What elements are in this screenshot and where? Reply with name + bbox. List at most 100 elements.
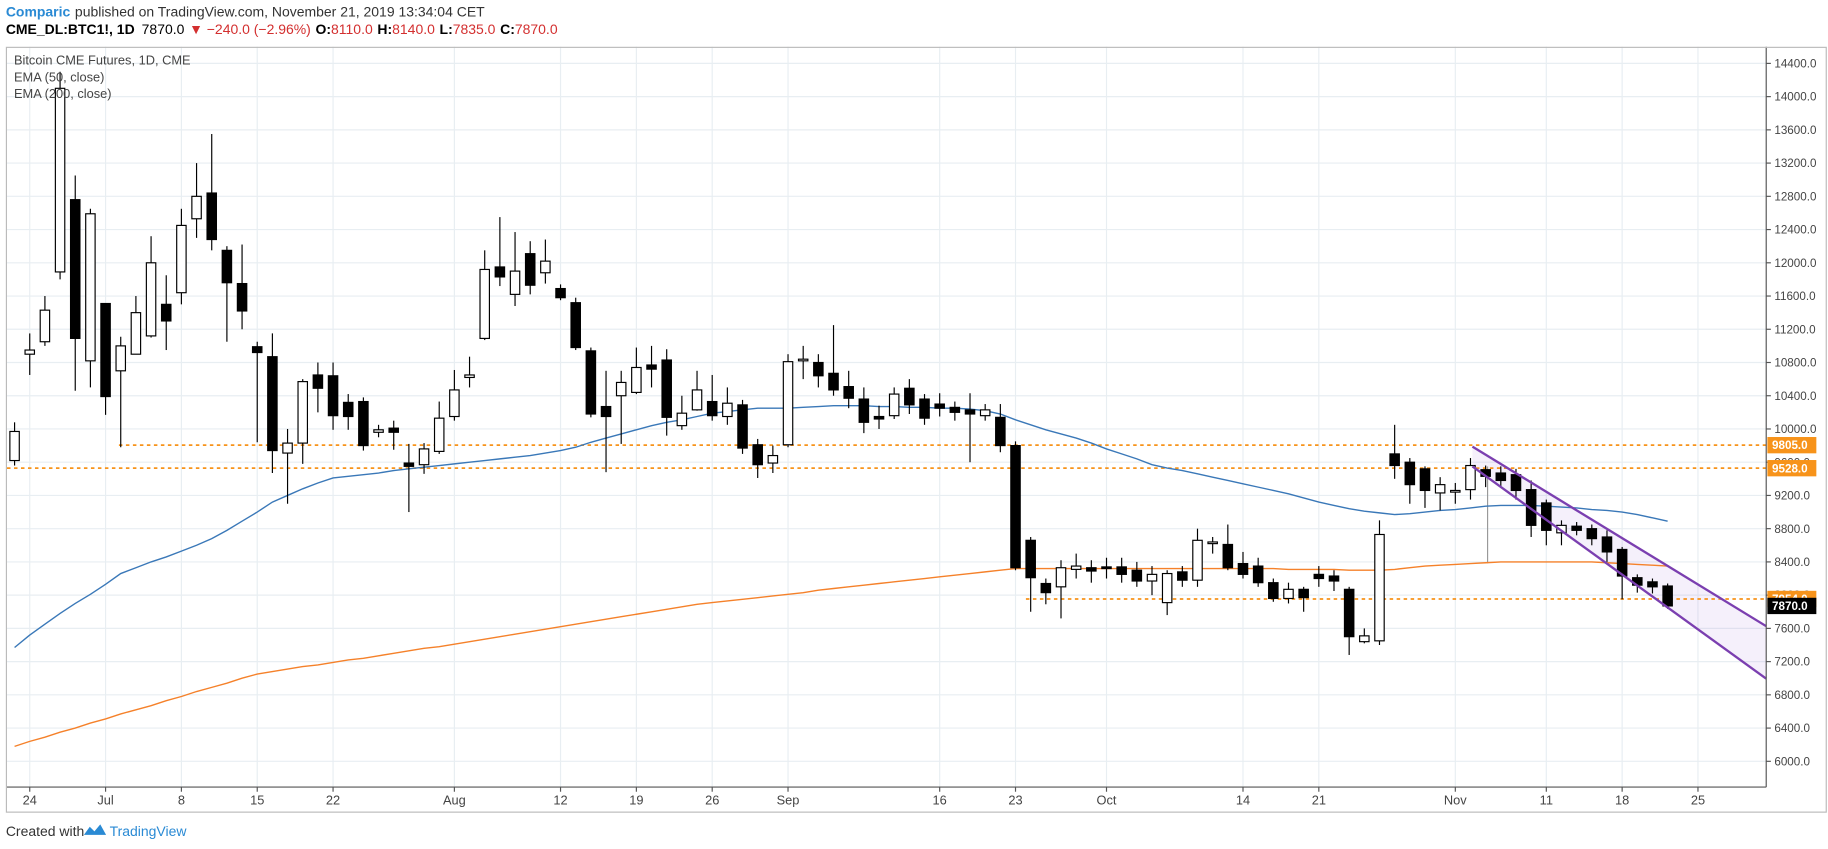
candle-body — [797, 358, 809, 362]
last-price-label: 7870.0 — [1772, 600, 1808, 613]
y-tick-label: 13600.0 — [1774, 124, 1817, 137]
y-tick-label: 12800.0 — [1774, 190, 1817, 203]
candle-body — [737, 404, 748, 449]
candle-body — [752, 444, 763, 466]
y-tick-label: 11200.0 — [1774, 323, 1816, 336]
level-badge — [1767, 437, 1817, 454]
ohlc-value: 7870.0 — [515, 21, 558, 37]
candle-body — [964, 409, 976, 415]
x-tick-label: Aug — [443, 793, 466, 808]
x-tick-label: 18 — [1615, 793, 1629, 808]
candle-body — [1025, 539, 1036, 579]
candle-body — [676, 412, 688, 427]
candle-body — [1207, 541, 1218, 545]
candle-body — [1070, 565, 1082, 570]
candle-body — [995, 416, 1006, 447]
candle-body — [449, 389, 460, 418]
x-tick-label: Nov — [1444, 793, 1467, 808]
candle-body — [54, 87, 66, 273]
ohlc-value: 8110.0 — [331, 21, 373, 37]
ema-line — [14, 405, 1668, 649]
x-tick-label: 19 — [629, 793, 643, 808]
candle-body — [600, 405, 612, 418]
y-tick-label: 12400.0 — [1774, 224, 1817, 237]
candle-body — [949, 406, 961, 413]
x-tick-label: 23 — [1008, 793, 1022, 808]
candle-body — [524, 253, 536, 286]
candle-body — [1404, 461, 1416, 486]
candle-body — [1237, 562, 1249, 575]
candle-body — [115, 345, 127, 372]
footer-brand[interactable]: TradingView — [110, 823, 188, 839]
candle-body — [1313, 573, 1325, 580]
change: ▼ −240.0 (−2.96%) — [189, 21, 311, 37]
brand-logo — [83, 824, 107, 835]
candle-body — [722, 402, 733, 418]
candles — [9, 71, 1673, 655]
candle-body — [236, 282, 248, 312]
candle-body — [1343, 588, 1355, 638]
x-tick-label: 24 — [23, 793, 37, 808]
candle-body — [100, 302, 111, 398]
candle-body — [388, 427, 400, 433]
candle-body — [888, 393, 900, 417]
candle-body — [555, 287, 566, 299]
ohlc-value: 8140.0 — [392, 21, 435, 37]
candle-body — [767, 454, 779, 464]
x-tick-label: 8 — [178, 793, 185, 808]
candle-body — [267, 356, 278, 452]
axes — [5, 46, 1827, 813]
candle-body — [858, 398, 870, 423]
candle-body — [919, 398, 930, 419]
x-tick-label: 22 — [326, 793, 340, 808]
ohlc-label: H: — [377, 21, 392, 37]
candle-body — [1328, 575, 1340, 582]
candle-body — [85, 213, 96, 362]
candle-body — [1571, 525, 1582, 531]
candle-body — [934, 403, 945, 409]
candle-body — [282, 442, 293, 454]
candle-body — [24, 349, 36, 355]
ohlc-value: 7835.0 — [453, 21, 496, 37]
x-tick-label: 12 — [553, 793, 567, 808]
legend-entry: EMA (50, close) — [14, 70, 104, 85]
candle-body — [904, 387, 915, 406]
y-tick-label: 7200.0 — [1774, 656, 1810, 669]
candle-body — [1192, 539, 1203, 581]
candle-body — [1647, 581, 1658, 588]
y-tick-label: 7600.0 — [1774, 622, 1810, 635]
y-tick-label: 12000.0 — [1774, 257, 1817, 270]
candle-body — [1601, 536, 1613, 553]
candle-body — [706, 400, 718, 417]
ohlc-label: O: — [316, 21, 332, 37]
published: published on TradingView.com, November 2… — [75, 3, 485, 19]
candle-body — [843, 386, 854, 399]
candle-body — [1586, 528, 1598, 540]
candle-body — [69, 199, 81, 339]
candle-body — [1359, 635, 1370, 643]
grid — [6, 46, 1767, 788]
author[interactable]: Comparic — [6, 3, 71, 19]
candle-body — [1465, 464, 1476, 491]
level-label: 9528.0 — [1772, 462, 1808, 475]
candle-body — [1450, 489, 1461, 493]
candle-body — [1131, 569, 1143, 582]
candle-body — [615, 381, 627, 397]
candle-body — [873, 415, 885, 420]
ohlc-label: L: — [440, 21, 453, 37]
candle-body — [39, 309, 51, 343]
indicator-lines — [14, 405, 1668, 748]
candle-body — [1495, 472, 1507, 482]
x-tick-label: 25 — [1691, 793, 1705, 808]
candle-body — [176, 224, 187, 294]
level-label: 9805.0 — [1772, 439, 1808, 452]
candle-body — [661, 359, 672, 418]
candle-body — [1222, 543, 1234, 569]
candle-body — [160, 303, 172, 322]
candle-body — [327, 375, 339, 417]
y-tick-label: 11600.0 — [1774, 290, 1816, 303]
candle-body — [206, 192, 218, 241]
candle-body — [1040, 582, 1052, 594]
